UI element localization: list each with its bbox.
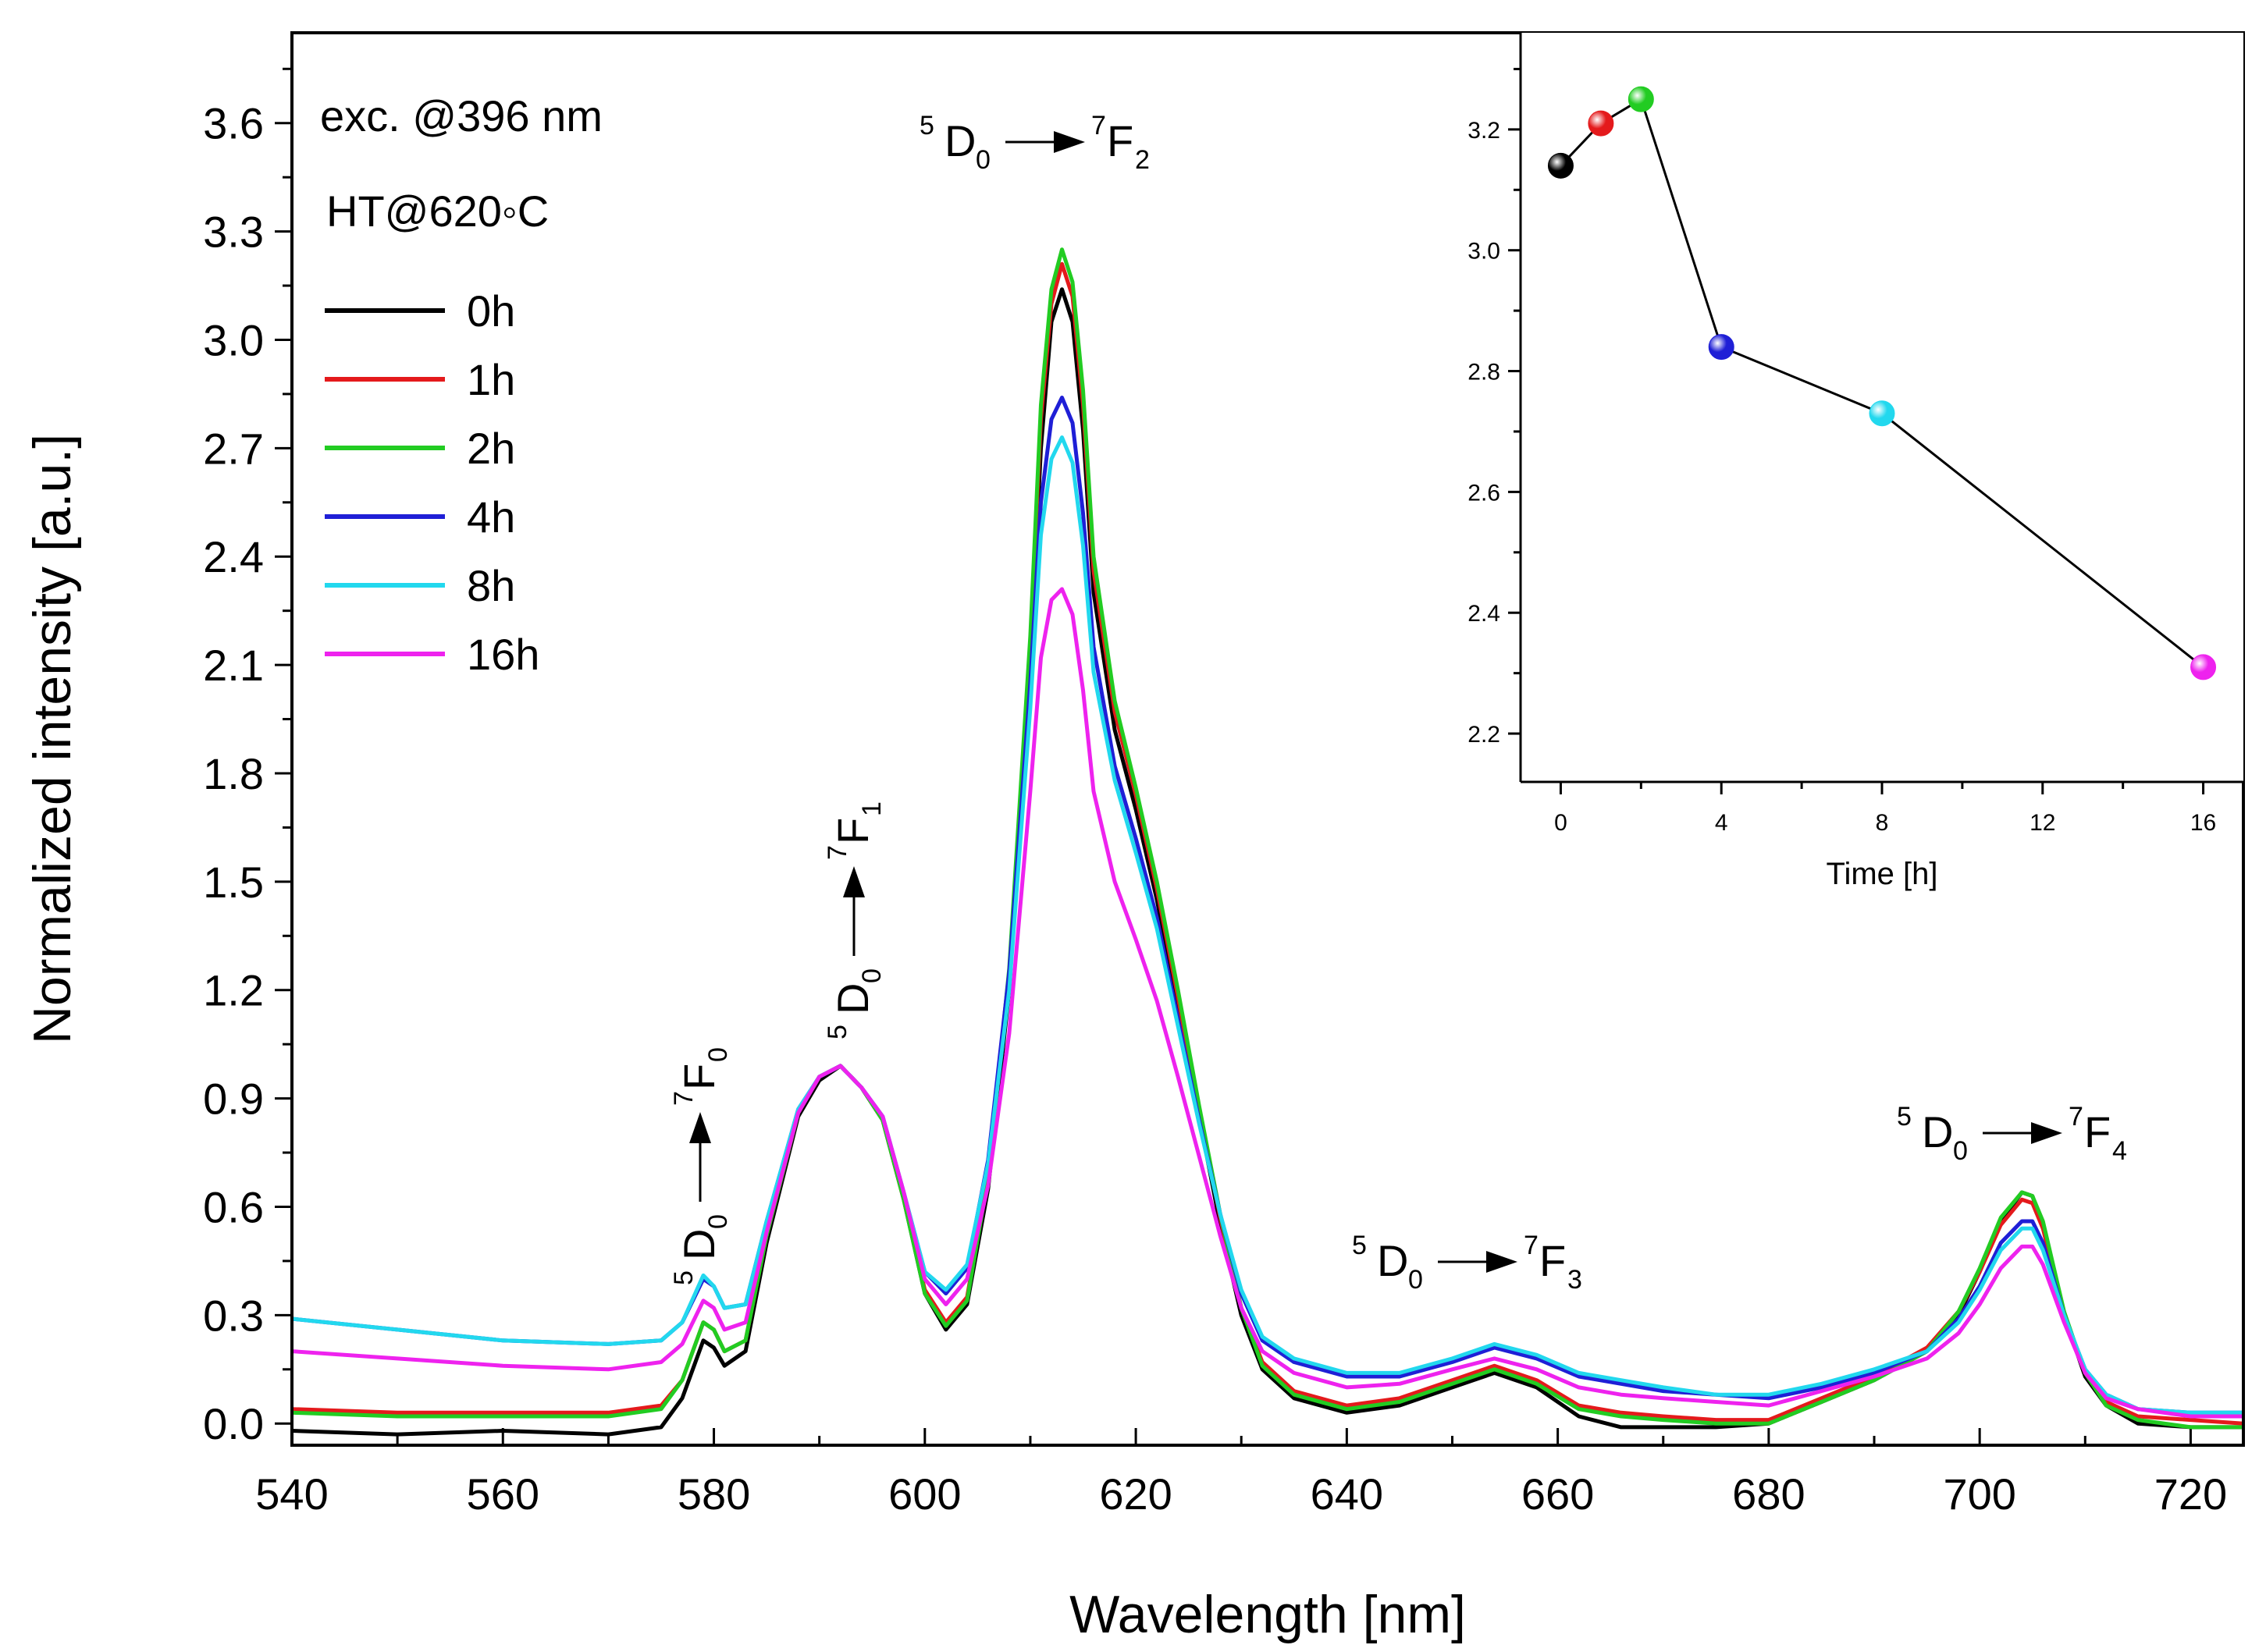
svg-text:0: 0 [976, 145, 991, 175]
svg-text:F: F [2084, 1107, 2111, 1156]
inset-x-axis-label: Time [h] [1827, 857, 1938, 891]
x-tick-label: 680 [1732, 1469, 1805, 1519]
inset-y-tick-label: 3.2 [1467, 118, 1500, 144]
inset-point-0h [1547, 152, 1574, 179]
annotation-5d0-7f1: 5 D 0 7 F 1 [823, 801, 887, 1039]
svg-text:5: 5 [920, 111, 934, 140]
svg-text:7: 7 [1524, 1231, 1539, 1260]
x-tick-label: 700 [1943, 1469, 2015, 1519]
inset-point-8h [1869, 400, 1895, 427]
x-tick-label: 620 [1099, 1469, 1172, 1519]
y-tick-label: 2.1 [203, 641, 264, 690]
svg-text:D: D [828, 983, 877, 1014]
legend-label-0h: 0h [467, 286, 515, 336]
svg-text:7: 7 [823, 845, 852, 860]
inset-series-group [1547, 86, 2217, 680]
main-series-group [291, 247, 2244, 1437]
excitation-label: exc. @396 nm [320, 91, 603, 140]
inset-y-tick-label: 3.0 [1467, 239, 1500, 265]
y-tick-label: 0.6 [203, 1182, 264, 1231]
svg-text:7: 7 [669, 1091, 699, 1106]
treatment-label: HT@620◦C [326, 187, 549, 236]
x-tick-label: 660 [1521, 1469, 1594, 1519]
svg-text:5: 5 [669, 1270, 699, 1285]
inset-y-tick-label: 2.4 [1467, 601, 1500, 627]
inset-point-16h [2190, 654, 2217, 680]
svg-text:0: 0 [703, 1214, 733, 1229]
y-tick-label: 3.0 [203, 315, 264, 364]
inset-x-tick-label: 16 [2190, 810, 2216, 836]
y-tick-label: 0.0 [203, 1399, 264, 1448]
legend-label-1h: 1h [467, 355, 515, 404]
x-tick-label: 540 [255, 1469, 328, 1519]
svg-text:5: 5 [823, 1025, 852, 1039]
x-tick-label: 640 [1311, 1469, 1383, 1519]
y-tick-label: 3.3 [203, 208, 264, 257]
y-tick-label: 1.2 [203, 966, 264, 1015]
inset-x-tick-label: 8 [1876, 810, 1889, 836]
svg-text:3: 3 [1567, 1265, 1582, 1295]
y-tick-label: 1.8 [203, 749, 264, 798]
svg-text:F: F [1107, 116, 1133, 165]
inset-y-tick-label: 2.2 [1467, 722, 1500, 748]
series-line-8h [291, 435, 2243, 1415]
annotation-5d0-7f2: 5 D 0 7 F 2 [920, 111, 1150, 175]
svg-text:D: D [674, 1229, 724, 1260]
y-tick-label: 0.3 [203, 1291, 264, 1340]
x-tick-label: 560 [467, 1469, 539, 1519]
y-tick-label: 3.6 [203, 99, 264, 148]
annotation-5d0-7f3: 5 D 0 7 F 3 [1352, 1231, 1582, 1295]
x-axis-label: Wavelength [nm] [1069, 1585, 1466, 1644]
inset-y-tick-label: 2.6 [1467, 480, 1500, 506]
x-tick-label: 580 [678, 1469, 750, 1519]
svg-text:0: 0 [857, 968, 887, 983]
legend-label-4h: 4h [467, 492, 515, 542]
inset-x-tick-label: 0 [1554, 810, 1567, 836]
svg-text:D: D [1377, 1236, 1408, 1285]
svg-text:0: 0 [1408, 1265, 1423, 1295]
legend-label-2h: 2h [467, 424, 515, 473]
svg-text:1: 1 [857, 801, 887, 816]
svg-text:D: D [1922, 1107, 1953, 1156]
x-tick-label: 720 [2154, 1469, 2227, 1519]
legend-label-16h: 16h [467, 630, 539, 679]
y-tick-label: 1.5 [203, 858, 264, 907]
annotation-5d0-7f0: 5 D 0 7 F 0 [669, 1047, 733, 1285]
series-line-16h [291, 587, 2243, 1419]
inset-x-tick-label: 4 [1715, 810, 1728, 836]
legend-label-8h: 8h [467, 561, 515, 610]
y-tick-label: 0.9 [203, 1075, 264, 1124]
inset-point-4h [1708, 334, 1734, 361]
svg-text:2: 2 [1135, 145, 1150, 175]
svg-text:5: 5 [1352, 1231, 1367, 1260]
svg-text:7: 7 [1091, 111, 1106, 140]
y-axis-label: Normalized intensity [a.u.] [23, 434, 82, 1044]
svg-text:F: F [828, 818, 877, 844]
y-tick-label: 2.7 [203, 424, 264, 473]
svg-text:5: 5 [1897, 1102, 1912, 1132]
inset-x-tick-label: 12 [2030, 810, 2055, 836]
svg-text:F: F [1539, 1236, 1566, 1285]
inset-point-1h [1588, 110, 1614, 137]
inset-point-2h [1628, 86, 1654, 112]
svg-text:F: F [674, 1064, 724, 1090]
svg-text:0: 0 [703, 1047, 733, 1062]
x-tick-label: 600 [888, 1469, 961, 1519]
svg-text:7: 7 [2069, 1102, 2083, 1132]
svg-text:4: 4 [2112, 1136, 2127, 1166]
y-tick-label: 2.4 [203, 532, 264, 581]
svg-text:0: 0 [1953, 1136, 1968, 1166]
legend: 0h 1h 2h 4h 8h 16h [325, 286, 539, 679]
inset-y-tick-label: 2.8 [1467, 360, 1500, 385]
main-tick-labels: 540 560 580 600 620 640 660 680 700 7200.00.30.60… [203, 99, 2227, 1519]
inset-tick-labels: 0 4 8 12 16 2.2 2.4 2.6 2.8 3.0 3.2 [1467, 118, 2216, 836]
svg-text:D: D [945, 116, 976, 165]
annotation-5d0-7f4: 5 D 0 7 F 4 [1897, 1102, 2127, 1166]
